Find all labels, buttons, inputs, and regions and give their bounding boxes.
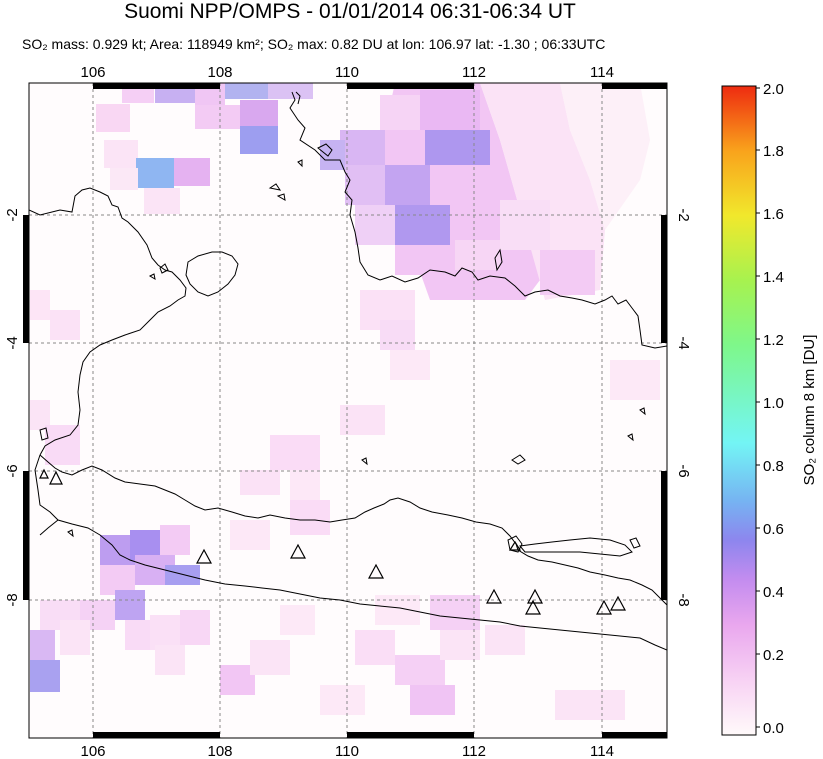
lon-tick-top: 110 — [335, 64, 359, 81]
volcano-marker — [526, 588, 544, 604]
lon-tick-bottom: 112 — [462, 743, 486, 759]
lon-tick-bottom: 108 — [207, 743, 232, 759]
lat-tick-labels: -2 -4 -6 -8 -2 -4 -6 -8 — [4, 208, 692, 606]
colorbar — [721, 85, 757, 736]
map-title: Suomi NPP/OMPS - 01/01/2014 06:31-06:34 … — [124, 0, 576, 23]
colorbar-tick: 0.8 — [763, 458, 784, 475]
lon-tick-labels: 106 108 110 112 114 106 108 110 112 114 — [80, 64, 613, 759]
border-bars — [23, 83, 667, 738]
volcano-marker — [39, 468, 49, 479]
lat-tick-left: -8 — [4, 593, 21, 606]
lat-tick-right: -6 — [675, 464, 692, 477]
colorbar-tick: 0.2 — [763, 647, 784, 664]
volcano-marker — [609, 595, 627, 611]
lat-tick-right: -4 — [675, 336, 692, 349]
colorbar-tick: 0.0 — [763, 720, 784, 737]
lon-tick-bottom: 114 — [590, 743, 614, 759]
coastlines — [29, 91, 667, 651]
lat-tick-right: -2 — [675, 208, 692, 221]
volcano-markers — [39, 468, 627, 615]
so2-stats: SO₂ mass: 0.929 kt; Area: 118949 km²; SO… — [22, 36, 606, 52]
volcano-marker — [49, 470, 63, 485]
colorbar-tick: 0.6 — [763, 521, 784, 538]
colorbar-tick: 1.0 — [763, 395, 784, 412]
colorbar-title: SO₂ column 8 km [DU] — [801, 335, 818, 486]
lon-tick-top: 114 — [590, 64, 614, 81]
lon-tick-bottom: 106 — [80, 743, 105, 759]
colorbar-ticks — [756, 87, 760, 728]
lat-tick-right: -8 — [675, 593, 692, 606]
colorbar-tick: 1.2 — [763, 332, 784, 349]
colorbar-tick: 2.0 — [763, 81, 784, 98]
lon-tick-top: 106 — [80, 64, 105, 81]
volcano-marker — [289, 543, 307, 559]
colorbar-tick-labels: 2.0 1.8 1.6 1.4 1.2 1.0 0.8 0.6 0.4 0.2 … — [763, 81, 784, 737]
volcano-marker — [485, 588, 503, 604]
volcano-marker — [195, 548, 213, 564]
colorbar-tick: 1.4 — [763, 269, 784, 286]
lon-tick-top: 112 — [462, 64, 486, 81]
lat-tick-left: -6 — [4, 464, 21, 477]
colorbar-tick: 1.6 — [763, 206, 784, 223]
lat-tick-left: -2 — [4, 208, 21, 221]
volcano-marker — [508, 540, 522, 551]
graticule — [29, 83, 667, 738]
lat-tick-left: -4 — [4, 336, 21, 349]
lon-tick-top: 108 — [207, 64, 232, 81]
volcano-marker — [524, 599, 542, 615]
volcano-marker — [367, 563, 385, 579]
lon-tick-bottom: 110 — [335, 743, 359, 759]
colorbar-tick: 0.4 — [763, 584, 784, 601]
volcano-marker — [595, 599, 613, 615]
colorbar-tick: 1.8 — [763, 143, 784, 160]
so2-pixels — [30, 83, 660, 720]
